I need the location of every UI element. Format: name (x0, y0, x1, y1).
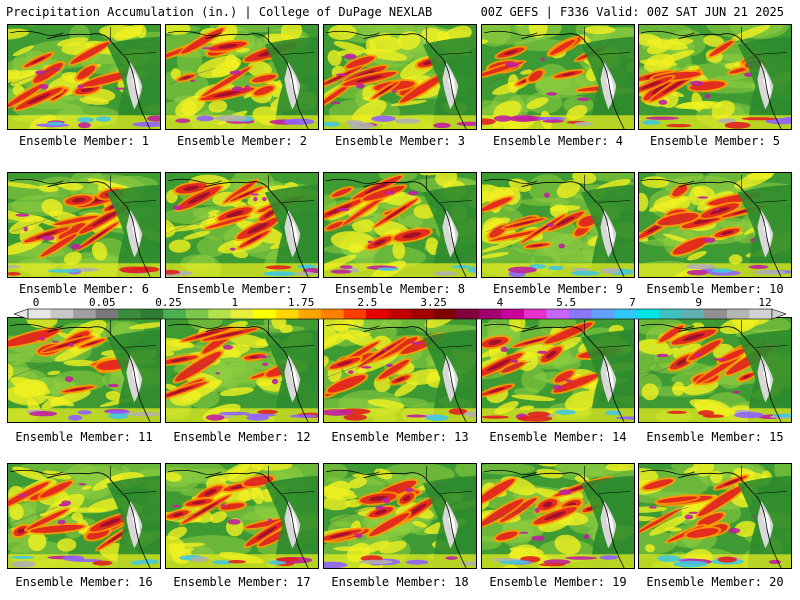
colorbar-swatch (388, 309, 412, 319)
ensemble-member-label: Ensemble Member: 1 (18, 134, 150, 148)
colorbar-swatch (546, 309, 570, 319)
colorbar-tick-label: 4 (496, 296, 504, 309)
precipitation-colorbar (14, 308, 786, 320)
colorbar-swatch (253, 309, 277, 319)
colorbar-swatch (433, 309, 457, 319)
ensemble-member-map (481, 24, 635, 130)
colorbar-swatch (95, 309, 119, 319)
ensemble-member-label: Ensemble Member: 10 (646, 282, 784, 296)
ensemble-member-label: Ensemble Member: 13 (331, 430, 469, 444)
ensemble-member-map (638, 463, 792, 569)
colorbar-tick-label: 7 (629, 296, 636, 309)
colorbar-swatch (749, 309, 773, 319)
colorbar-tick-label: 5.5 (556, 296, 577, 309)
colorbar-swatch (704, 309, 728, 319)
ensemble-member-map (323, 24, 477, 130)
colorbar-swatch (208, 309, 232, 319)
colorbar-swatch (569, 309, 593, 319)
ensemble-member-label: Ensemble Member: 8 (334, 282, 466, 296)
ensemble-member-map (165, 317, 319, 423)
ensemble-member-map (165, 24, 319, 130)
colorbar-max-arrow (771, 308, 786, 320)
colorbar-swatch (524, 309, 548, 319)
colorbar-swatch (28, 309, 52, 319)
colorbar-swatch (478, 309, 502, 319)
ensemble-member-label: Ensemble Member: 11 (15, 430, 153, 444)
model-run-valid-time: 00Z GEFS | F336 Valid: 00Z SAT JUN 21 20… (480, 5, 784, 19)
colorbar-swatch (321, 309, 345, 319)
ensemble-member-label: Ensemble Member: 4 (492, 134, 624, 148)
ensemble-member-map (165, 463, 319, 569)
colorbar-swatch (681, 309, 705, 319)
colorbar-tick-label: 1.75 (287, 296, 315, 309)
colorbar-tick-label: 9 (695, 296, 703, 309)
colorbar-tick-label: 1 (231, 296, 239, 309)
ensemble-member-label: Ensemble Member: 7 (176, 282, 308, 296)
ensemble-member-map (481, 317, 635, 423)
chart-title: Precipitation Accumulation (in.) | Colle… (6, 5, 433, 19)
ensemble-member-map (7, 463, 161, 569)
colorbar-swatch (614, 309, 638, 319)
colorbar-swatch (185, 309, 209, 319)
colorbar-swatch (276, 309, 300, 319)
colorbar-tick-label: 0.05 (89, 296, 116, 309)
colorbar-swatch (456, 309, 480, 319)
ensemble-member-label: Ensemble Member: 5 (649, 134, 781, 148)
ensemble-member-label: Ensemble Member: 12 (173, 430, 311, 444)
colorbar-swatch (366, 309, 390, 319)
ensemble-member-map (7, 317, 161, 423)
colorbar-swatch (726, 309, 750, 319)
ensemble-member-map (638, 172, 792, 278)
ensemble-member-label: Ensemble Member: 15 (646, 430, 784, 444)
ensemble-member-label: Ensemble Member: 17 (173, 575, 311, 589)
ensemble-member-map (638, 317, 792, 423)
colorbar-tick-label: 12 (758, 296, 772, 309)
colorbar-swatch (73, 309, 97, 319)
ensemble-member-map (165, 172, 319, 278)
colorbar-swatch (230, 309, 254, 319)
ensemble-member-map (481, 172, 635, 278)
colorbar-swatch (501, 309, 525, 319)
colorbar-swatch (591, 309, 615, 319)
colorbar-swatch (343, 309, 367, 319)
colorbar-swatch (659, 309, 683, 319)
colorbar-swatch (636, 309, 660, 319)
ensemble-member-map (7, 24, 161, 130)
colorbar-swatch (140, 309, 164, 319)
colorbar-swatch (298, 309, 322, 319)
colorbar-tick-label: 0 (32, 296, 40, 309)
ensemble-member-map (638, 24, 792, 130)
ensemble-member-map (481, 463, 635, 569)
ensemble-member-map (323, 463, 477, 569)
colorbar-swatch (411, 309, 435, 319)
colorbar-swatch (50, 309, 74, 319)
colorbar-swatch (163, 309, 187, 319)
colorbar-tick-label: 0.25 (155, 296, 182, 309)
ensemble-member-label: Ensemble Member: 6 (18, 282, 150, 296)
ensemble-member-label: Ensemble Member: 16 (15, 575, 153, 589)
colorbar-min-arrow (14, 308, 29, 320)
colorbar-tick-label: 3.25 (420, 296, 447, 309)
colorbar-tick-label: 2.5 (357, 296, 378, 309)
ensemble-member-map (7, 172, 161, 278)
ensemble-member-label: Ensemble Member: 9 (492, 282, 624, 296)
ensemble-member-label: Ensemble Member: 3 (334, 134, 466, 148)
ensemble-member-label: Ensemble Member: 2 (176, 134, 308, 148)
ensemble-member-label: Ensemble Member: 18 (331, 575, 469, 589)
ensemble-member-map (323, 172, 477, 278)
ensemble-member-label: Ensemble Member: 19 (489, 575, 627, 589)
ensemble-member-label: Ensemble Member: 20 (646, 575, 784, 589)
ensemble-member-label: Ensemble Member: 14 (489, 430, 627, 444)
colorbar-swatch (118, 309, 142, 319)
ensemble-member-map (323, 317, 477, 423)
